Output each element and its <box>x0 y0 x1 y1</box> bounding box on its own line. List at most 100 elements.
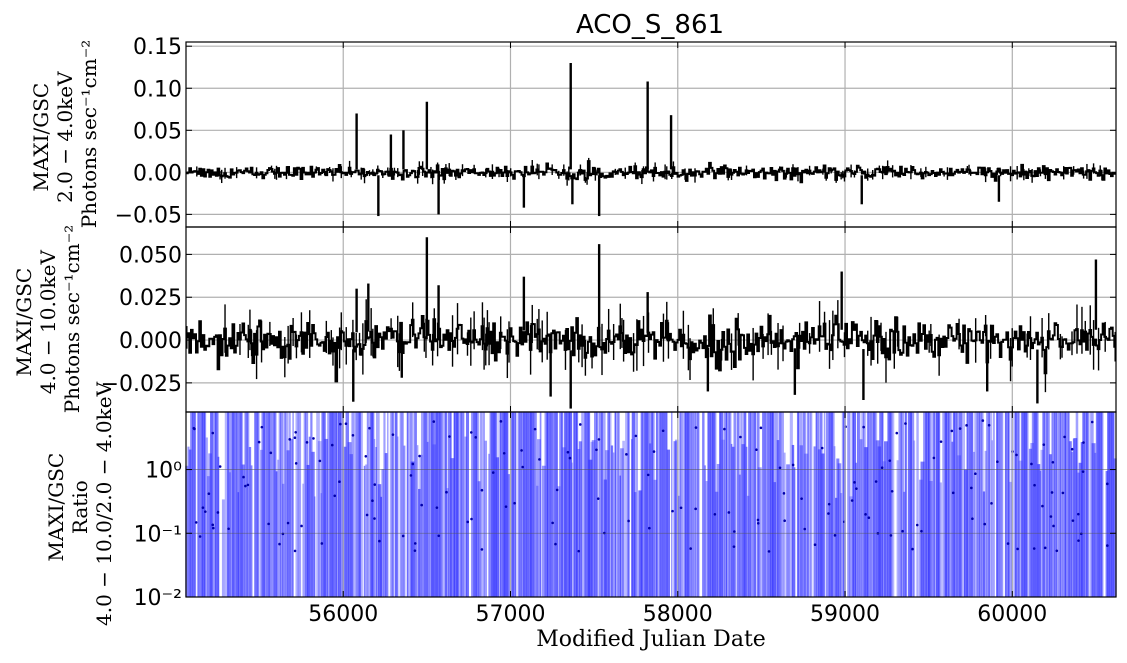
ratio-point <box>294 462 298 465</box>
ratio-point <box>513 501 516 505</box>
ratio-bar <box>576 412 579 597</box>
ratio-bar <box>773 482 777 597</box>
ratio-bar <box>913 440 916 597</box>
ratio-point <box>474 436 477 439</box>
ratio-bar <box>363 465 366 597</box>
ratio-bar <box>1015 412 1020 597</box>
ratio-point <box>759 426 763 430</box>
ratio-bar <box>317 441 322 597</box>
plot-frame <box>185 411 1117 598</box>
ratio-point <box>880 466 884 470</box>
ratio-bar <box>483 412 485 597</box>
ratio-bar <box>924 412 927 597</box>
ratio-bar <box>653 479 657 597</box>
ratio-point <box>1071 519 1075 522</box>
ratio-bar <box>736 412 740 597</box>
ratio-bar <box>224 412 229 597</box>
ratio-bar <box>870 412 875 597</box>
ratio-point <box>344 422 348 426</box>
ratio-bar <box>686 412 690 597</box>
ratio-point <box>888 459 892 462</box>
ratio-point <box>974 472 977 476</box>
ratio-point <box>920 529 923 533</box>
y-tick-label: −0.025 <box>101 372 182 397</box>
ratio-bar <box>1108 412 1112 597</box>
ratio-bar <box>956 412 959 597</box>
ratio-bar <box>833 446 836 597</box>
ratio-point <box>987 423 991 427</box>
ratio-bar <box>780 412 783 597</box>
x-tick-label: 57000 <box>475 602 545 627</box>
ratio-point <box>827 502 831 506</box>
ratio-point <box>1105 482 1109 486</box>
ratio-bar <box>971 412 974 597</box>
ratio-bar <box>194 412 197 597</box>
ratio-point <box>533 427 537 431</box>
ratio-bar <box>525 412 530 597</box>
ratio-bar <box>948 412 950 597</box>
ratio-bar <box>321 412 325 597</box>
ratio-bar <box>927 412 931 597</box>
x-tick-label: 59000 <box>810 602 880 627</box>
ratio-bar <box>235 412 238 597</box>
ratio-bar <box>680 412 684 597</box>
ratio-bar <box>450 458 455 597</box>
ratio-bars <box>185 412 1117 597</box>
ratio-bar <box>1068 441 1072 597</box>
ratio-bar <box>614 412 617 597</box>
ratio-bar <box>601 412 603 597</box>
ratio-point <box>996 460 999 464</box>
ratio-bar <box>731 446 735 597</box>
ratio-bar <box>1065 412 1069 597</box>
ratio-bar <box>678 412 682 597</box>
ratio-point <box>1051 460 1055 464</box>
ratio-bar <box>748 412 752 597</box>
y-axis: 0.050 0.025 0.000 −0.025 <box>101 227 1116 412</box>
ratio-point <box>432 420 436 423</box>
ratio-point <box>373 517 376 520</box>
ratio-bar <box>564 412 567 597</box>
ratio-bar <box>214 412 219 597</box>
ratio-point <box>244 484 247 488</box>
ratio-bar <box>640 412 644 597</box>
ratio-bar <box>951 441 954 597</box>
ratio-bar <box>831 412 835 597</box>
ratio-bar <box>561 412 564 597</box>
ratio-point <box>800 497 803 500</box>
ratio-bar <box>903 491 906 597</box>
ratio-bar <box>324 438 329 597</box>
ratio-bar <box>1025 412 1029 597</box>
ratio-bar <box>909 412 912 597</box>
ratio-bar <box>810 412 813 597</box>
ratio-bar <box>375 447 377 597</box>
y-axis: 0.15 0.10 0.05 0.00 −0.05 <box>115 35 1116 228</box>
ratio-point <box>1049 515 1053 518</box>
ratio-bar <box>967 412 971 597</box>
ratio-bar <box>416 445 419 597</box>
ratio-bar <box>391 412 394 597</box>
ratio-bar <box>365 464 368 597</box>
y-tick-label: 10⁻¹ <box>134 522 182 547</box>
ratio-bar <box>980 412 984 597</box>
ratio-bar <box>279 412 284 597</box>
ratio-point <box>864 513 867 516</box>
ratio-bar <box>552 412 555 597</box>
ratio-point <box>983 522 987 526</box>
ratio-bar <box>593 412 597 597</box>
ratio-bar <box>789 412 793 597</box>
y-tick-label: −0.05 <box>115 203 182 228</box>
ratio-point <box>890 489 894 493</box>
ratio-bar <box>1017 412 1021 597</box>
ratio-bar <box>283 412 287 597</box>
ratio-bar <box>1033 412 1038 597</box>
ratio-bar <box>536 485 539 597</box>
ratio-point <box>466 520 470 524</box>
ratio-point <box>338 480 341 483</box>
ratio-bar <box>840 493 843 597</box>
ratio-bar <box>627 412 630 597</box>
ratio-bar <box>649 443 652 597</box>
ratio-bar <box>976 412 979 597</box>
ratio-point <box>778 466 782 470</box>
ratio-point <box>1055 549 1059 553</box>
ratio-bar <box>335 412 338 597</box>
